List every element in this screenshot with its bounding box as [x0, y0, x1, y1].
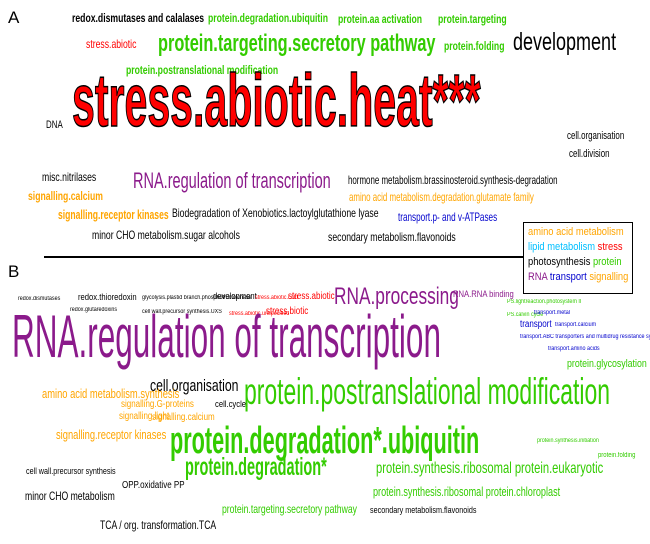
- panel-label-a: A: [8, 8, 20, 27]
- panel-a-word-3: protein.aa activation: [338, 12, 423, 26]
- panel-a-word-10: DNA: [46, 119, 63, 131]
- legend-row-2: lipid metabolism stress: [528, 240, 623, 255]
- panel-b-word-30: protein.degradation*.ubiquitin: [170, 420, 480, 462]
- panel-b-word-15: transport.metal: [534, 310, 571, 316]
- panel-a-word-11: stress.abiotic.heat***: [72, 59, 481, 142]
- panel-b-word-23: amino acid metabolism.synthesis: [42, 386, 180, 401]
- legend-item-stress: stress: [597, 241, 623, 253]
- panel-b-word-24: signalling.G-proteins: [121, 399, 194, 410]
- panel-a-word-16: hormone metabolism.brassinosteroid.synth…: [348, 173, 558, 187]
- panel-b-word-31: protein.synthesis.initiation: [537, 438, 599, 444]
- panel-b-word-9: PS.lightreaction.photosystem II: [507, 299, 582, 305]
- panel-b-word-8: RNA.RNA binding: [453, 289, 514, 299]
- panel-b-word-41: secondary metabolism.flavonoids: [370, 505, 477, 515]
- panel-b-word-39: TCA / org. transformation.TCA: [100, 518, 217, 532]
- panel-b-word-10: redox.glutaredoxins: [70, 307, 118, 313]
- legend-item-rna: RNA: [528, 271, 548, 283]
- legend-item-lipid: lipid metabolism: [528, 241, 596, 253]
- panel-divider: [44, 256, 630, 258]
- legend-item-signalling: signalling: [589, 271, 629, 283]
- panel-b-word-14: PS.calvin cycle: [507, 312, 544, 318]
- panel-a-word-5: stress.abiotic: [86, 37, 137, 51]
- legend-row-3: photosynthesis protein: [528, 255, 622, 270]
- legend-item-photosynthesis: photosynthesis: [528, 256, 591, 268]
- panel-a-word-12: cell.organisation: [567, 130, 625, 142]
- panel-b-word-6: stress.abiotic: [288, 291, 335, 302]
- panel-b-word-4: development: [213, 291, 257, 301]
- panel-b-word-27: cell.cycle: [215, 399, 247, 409]
- panel-label-b: B: [8, 262, 20, 281]
- panel-b-word-22: cell.organisation: [150, 376, 239, 395]
- word-cloud-panel-a: A redox.dismutases and calalases protein.…: [0, 0, 650, 258]
- panel-a-word-19: signalling.receptor kinases: [58, 207, 169, 222]
- panel-b-word-11: cell wall.precursor synthesis.UXS: [142, 309, 222, 315]
- panel-a-word-22: minor CHO metabolism.sugar alcohols: [92, 228, 240, 242]
- panel-a-word-20: Biodegradation of Xenobiotics.lactoylglu…: [172, 206, 379, 220]
- legend-item-transport: transport: [549, 271, 587, 283]
- panel-a-word-21: transport.p- and v-ATPases: [398, 210, 498, 224]
- panel-a-word-2: protein.degradation.ubiquitin: [208, 11, 328, 25]
- panel-a-word-9: protein.postranslational modification: [126, 63, 279, 77]
- panel-a-word-23: secondary metabolism.flavonoids: [328, 230, 456, 244]
- legend-row-4: RNA transport signalling: [528, 270, 628, 285]
- legend-box: amino acid metabolism lipid metabolism s…: [523, 222, 633, 294]
- panel-a-word-8: development: [513, 28, 617, 56]
- panel-b-word-1: redox.dismutases: [18, 296, 61, 302]
- panel-b-word-7: RNA.processing: [334, 283, 459, 310]
- panel-a-word-18: amino acid metabolism.degradation.glutam…: [349, 190, 534, 204]
- panel-b-word-37: minor CHO metabolism: [25, 489, 115, 503]
- panel-b-word-36: protein.synthesis.ribosomal protein.euka…: [376, 460, 604, 477]
- panel-b-word-18: RNA.regulation of transcription: [12, 303, 441, 370]
- panel-b-word-34: OPP.oxidative PP: [122, 480, 185, 491]
- panel-a-word-17: signalling.calcium: [28, 189, 103, 203]
- panel-b-word-32: protein.folding: [598, 452, 636, 459]
- legend-item-amino-acid: amino acid metabolism: [528, 226, 624, 238]
- panel-b-word-12: stress.abiotic.unspecified: [229, 311, 290, 317]
- panel-b-word-20: transport.amino acids: [548, 346, 600, 352]
- legend-row-1: amino acid metabolism: [528, 225, 624, 240]
- panel-a-word-14: misc.nitrilases: [42, 170, 97, 184]
- panel-b-word-5: stress.abiotic.cold: [255, 295, 298, 301]
- panel-a-word-4: protein.targeting: [438, 12, 507, 26]
- panel-a-word-15: RNA.regulation of transcription: [133, 168, 331, 193]
- panel-b-word-33: cell wall.precursor synthesis: [26, 466, 116, 476]
- legend-item-protein: protein: [592, 256, 622, 268]
- panel-b-word-40: protein.targeting.secretory pathway: [222, 502, 357, 516]
- panel-b-word-25: signalling.light: [119, 411, 170, 422]
- panel-b-word-28: protein.postranslational modification: [244, 371, 610, 412]
- panel-b-word-2: redox.thioredoxin: [78, 292, 137, 302]
- panel-b-word-35: protein.degradation*: [185, 453, 327, 481]
- panel-a-word-1: redox.dismutases and calalases: [72, 11, 205, 25]
- panel-b-word-13: stress.biotic: [266, 306, 309, 317]
- panel-b-word-21: protein.glycosylation: [567, 358, 647, 370]
- panel-a-word-6: protein.targeting.secretory pathway: [158, 30, 436, 57]
- panel-a-word-7: protein.folding: [444, 39, 505, 53]
- panel-b-word-26: signalling.calcium: [152, 412, 215, 423]
- panel-b-word-19: transport.ABC transporters and multidrug…: [520, 334, 650, 340]
- panel-b-word-29: signalling.receptor kinases: [56, 427, 167, 442]
- panel-b-word-17: transport.calcium: [555, 322, 597, 328]
- word-cloud-panel-b: B redox.dismutases redox.thioredoxin glyco…: [0, 260, 650, 544]
- panel-b-word-3: glycolysis.plastid branch.phosphofructok…: [142, 295, 252, 301]
- panel-a-word-13: cell.division: [569, 148, 610, 160]
- panel-b-word-16: transport: [520, 319, 552, 330]
- panel-b-word-38: protein.synthesis.ribosomal protein.chlo…: [373, 484, 561, 499]
